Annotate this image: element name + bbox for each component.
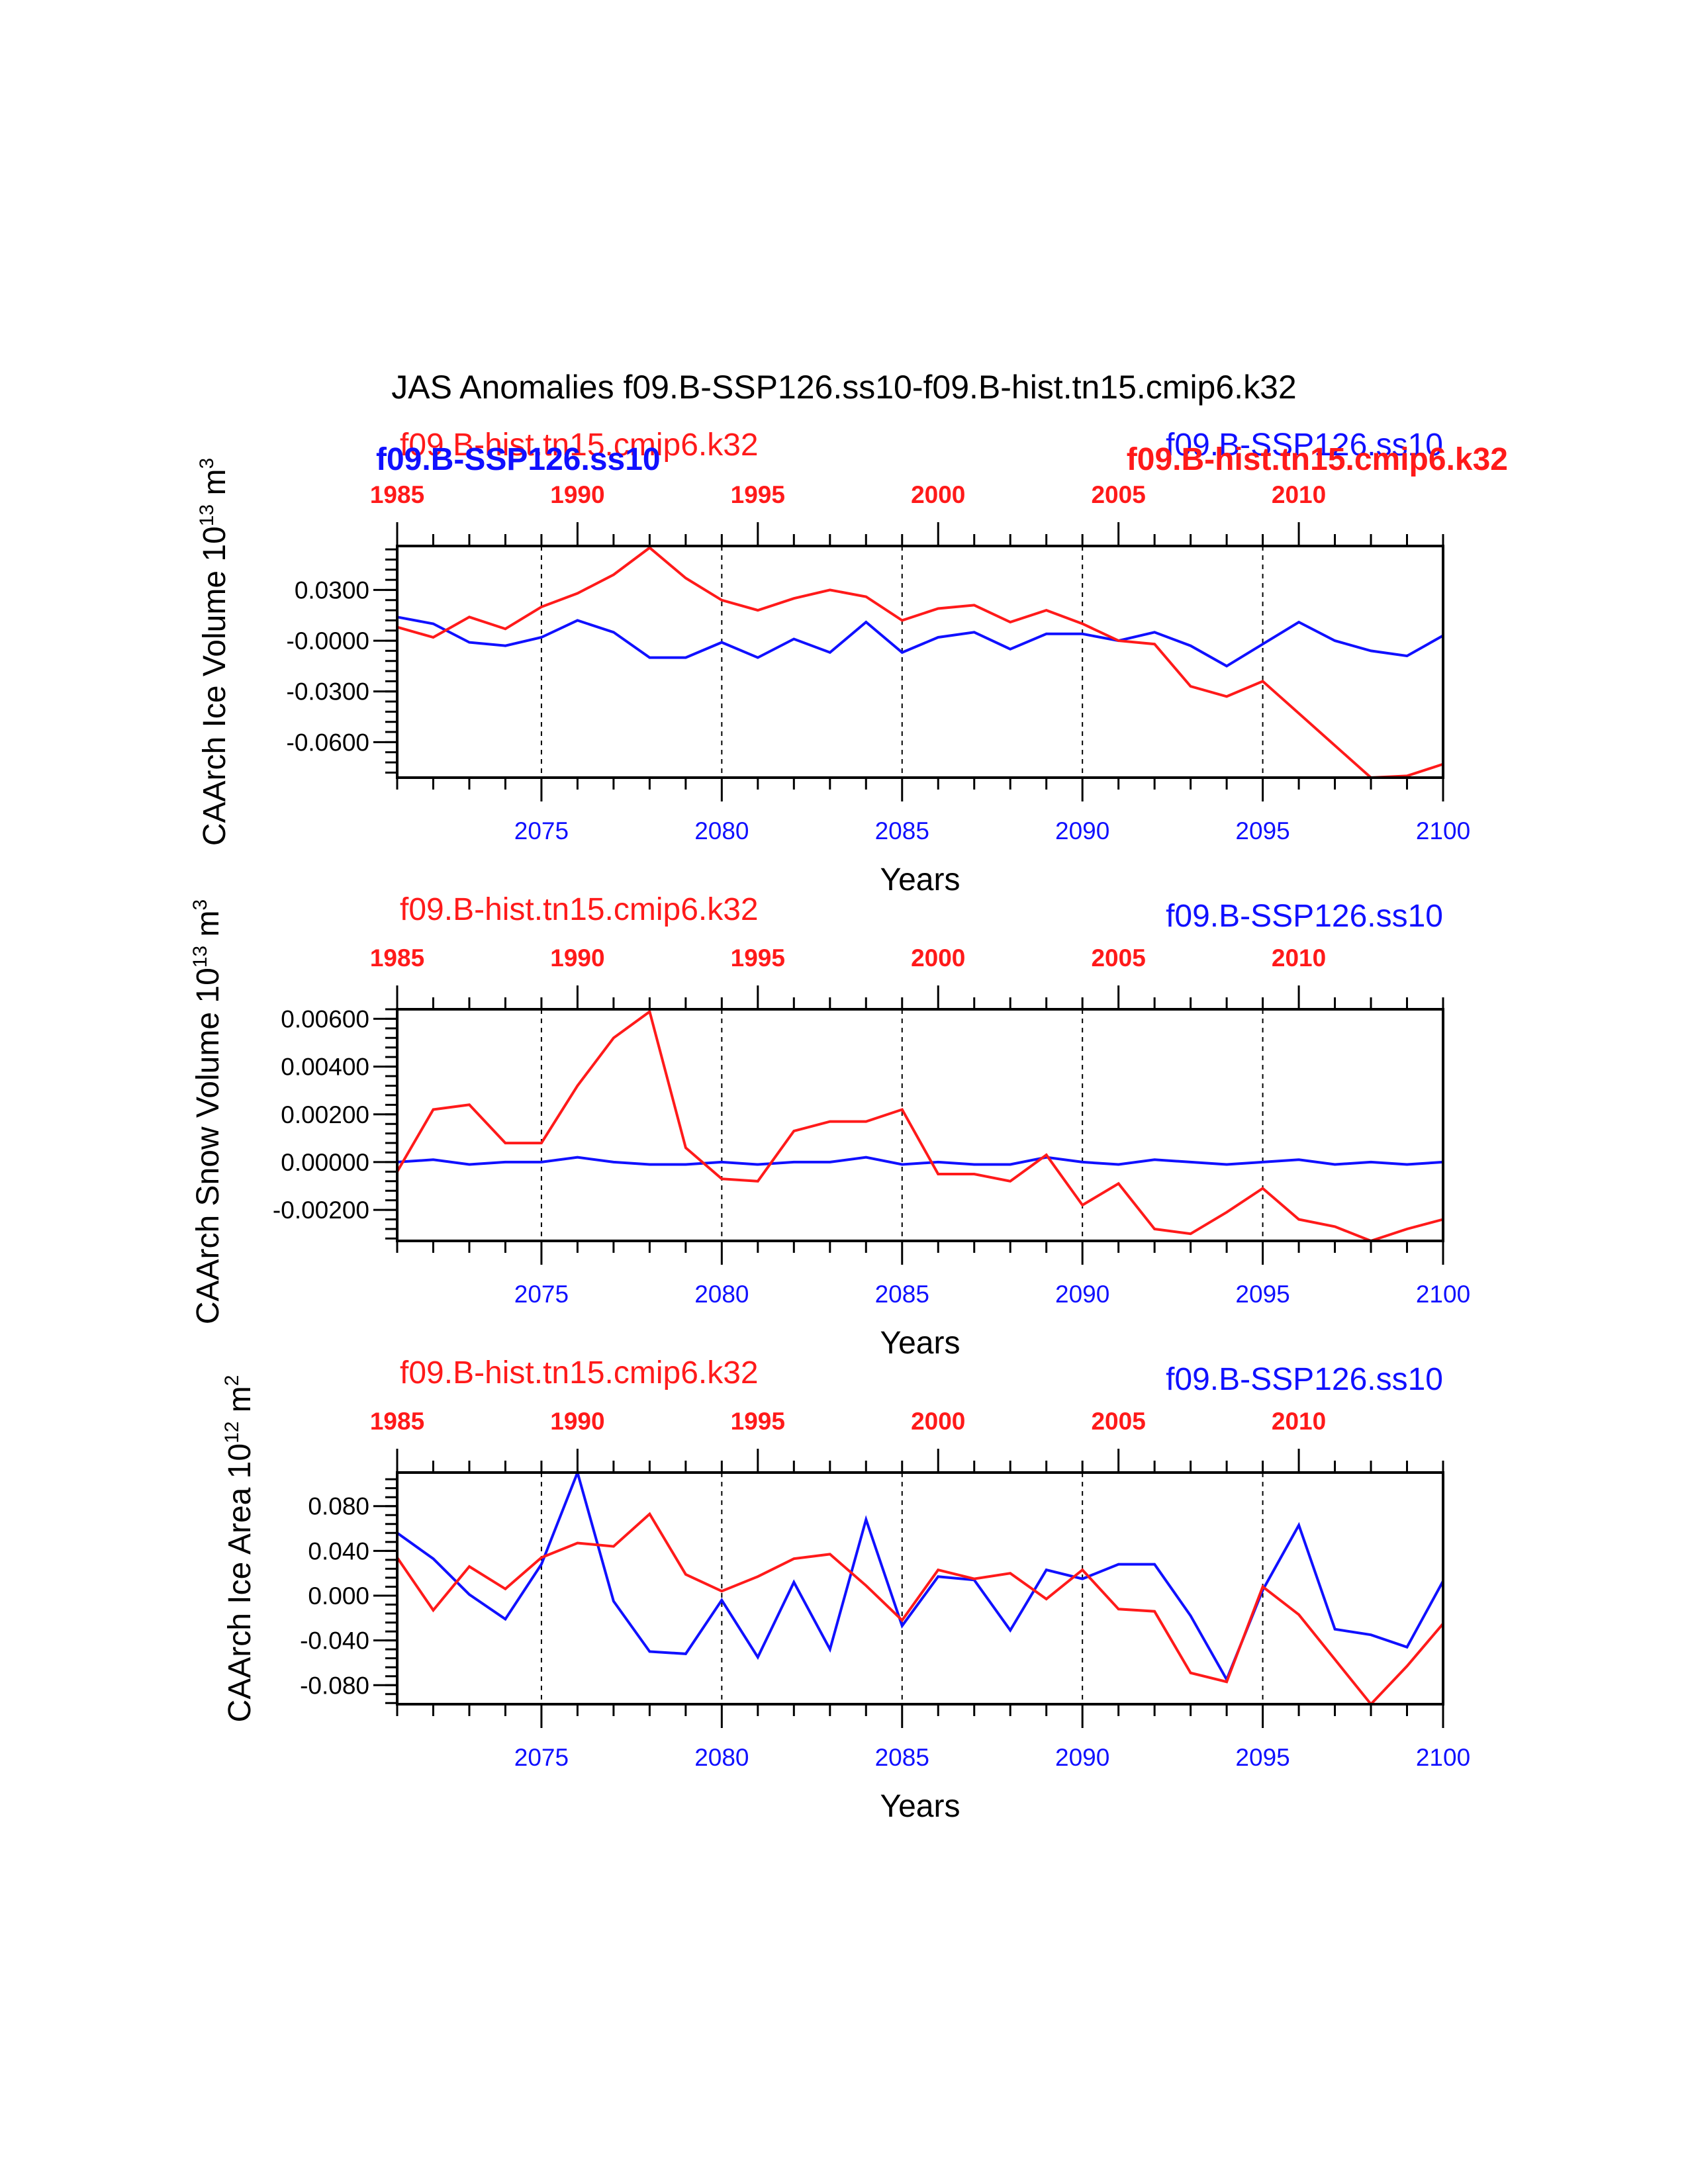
plot-frame bbox=[396, 545, 1444, 779]
y-axis-label: CAArch Ice Volume 1013 m3 bbox=[196, 458, 232, 846]
y-axis-label-unit: m bbox=[222, 1386, 258, 1421]
y-axis-label-exp: 13 bbox=[189, 946, 211, 968]
y-axis-label: CAArch Snow Volume 1013 m3 bbox=[189, 899, 226, 1324]
series-line-hist bbox=[397, 546, 1444, 780]
series-line-ssp bbox=[396, 1468, 1444, 1683]
hist-series-label-bold: f09.B-hist.tn15.cmip6.k32 bbox=[1127, 442, 1508, 477]
x-tick-label: 2075 bbox=[514, 1744, 569, 1771]
top-tick-label: 1995 bbox=[731, 944, 785, 972]
top-tick-label: 1985 bbox=[370, 481, 424, 508]
y-tick-label: 0.00200 bbox=[281, 1101, 369, 1128]
ssp-series-label: f09.B-SSP126.ss10 bbox=[1166, 1362, 1443, 1397]
y-axis-label-unit-exp: 3 bbox=[196, 458, 218, 469]
y-tick-label: -0.0000 bbox=[287, 627, 370, 655]
top-tick-label: 2000 bbox=[911, 1408, 965, 1435]
top-tick-label: 1995 bbox=[731, 481, 785, 508]
hist-series-label: f09.B-hist.tn15.cmip6.k32 bbox=[400, 1355, 759, 1390]
x-tick-label: 2090 bbox=[1055, 1744, 1109, 1771]
x-tick-label: 2080 bbox=[694, 1281, 749, 1308]
x-tick-label: 2075 bbox=[514, 817, 569, 844]
top-tick-label: 1995 bbox=[731, 1408, 785, 1435]
x-tick-label: 2090 bbox=[1055, 1281, 1109, 1308]
panel-snow-volume: CAArch Snow Volume 1013 m3 Years f09.B-h… bbox=[189, 892, 1470, 1361]
plot-frame bbox=[396, 1008, 1444, 1242]
panel-ice-volume: CAArch Ice Volume 1013 m3 Years f09.B-hi… bbox=[196, 428, 1508, 897]
y-axis-label-base: CAArch Snow Volume 10 bbox=[191, 968, 226, 1324]
hist-series-label: f09.B-hist.tn15.cmip6.k32 bbox=[400, 428, 759, 463]
y-axis-label-base: CAArch Ice Volume 10 bbox=[197, 526, 232, 846]
y-axis-label: CAArch Ice Area 1012 m2 bbox=[221, 1375, 258, 1723]
series-line-ssp bbox=[397, 615, 1444, 668]
x-tick-label: 2095 bbox=[1235, 1744, 1289, 1771]
plot-frame bbox=[396, 1471, 1444, 1706]
top-tick-label: 1985 bbox=[370, 1408, 424, 1435]
y-tick-label: -0.00200 bbox=[273, 1197, 369, 1224]
y-tick-label: 0.040 bbox=[308, 1537, 369, 1565]
x-tick-label: 2085 bbox=[875, 1281, 929, 1308]
y-tick-label: 0.080 bbox=[308, 1493, 369, 1520]
top-tick-label: 2010 bbox=[1272, 481, 1326, 508]
y-tick-label: 0.0300 bbox=[295, 576, 369, 604]
ssp-series-label-bold: f09.B-SSP126.ss10 bbox=[376, 442, 661, 477]
top-tick-label: 1990 bbox=[550, 481, 604, 508]
series-line-ssp bbox=[397, 1156, 1444, 1166]
figure-title: JAS Anomalies f09.B-SSP126.ss10-f09.B-hi… bbox=[391, 369, 1296, 406]
top-tick-label: 2005 bbox=[1091, 1408, 1145, 1435]
y-axis-label-exp: 12 bbox=[221, 1422, 243, 1443]
y-axis-label-exp: 13 bbox=[196, 504, 218, 526]
y-tick-label: -0.040 bbox=[300, 1627, 369, 1655]
x-tick-label: 2080 bbox=[694, 817, 749, 844]
x-tick-label: 2080 bbox=[694, 1744, 749, 1771]
x-axis-label: Years bbox=[880, 1326, 961, 1361]
panel-ice-area: CAArch Ice Area 1012 m2 Years f09.B-hist… bbox=[221, 1355, 1470, 1824]
y-tick-label: -0.0600 bbox=[287, 729, 370, 756]
top-tick-label: 1990 bbox=[550, 1408, 604, 1435]
y-tick-label: 0.00600 bbox=[281, 1005, 369, 1032]
x-tick-label: 2095 bbox=[1235, 817, 1289, 844]
y-axis-label-unit: m bbox=[197, 469, 232, 504]
x-axis-label: Years bbox=[880, 862, 961, 897]
series-line-hist bbox=[396, 1512, 1444, 1707]
top-tick-label: 2000 bbox=[911, 481, 965, 508]
y-tick-label: -0.080 bbox=[300, 1672, 369, 1699]
x-tick-label: 2085 bbox=[875, 1744, 929, 1771]
top-tick-label: 2010 bbox=[1272, 1408, 1326, 1435]
top-tick-label: 1985 bbox=[370, 944, 424, 972]
ssp-series-label: f09.B-SSP126.ss10 bbox=[1166, 899, 1443, 934]
series-line-hist bbox=[396, 1009, 1444, 1243]
top-tick-label: 2010 bbox=[1272, 944, 1326, 972]
top-tick-label: 2005 bbox=[1091, 944, 1145, 972]
x-tick-label: 2100 bbox=[1416, 1744, 1470, 1771]
x-axis-label: Years bbox=[880, 1789, 961, 1824]
top-tick-label: 2005 bbox=[1091, 481, 1145, 508]
y-tick-label: 0.00000 bbox=[281, 1149, 369, 1176]
x-tick-label: 2090 bbox=[1055, 817, 1109, 844]
y-axis-label-unit-exp: 2 bbox=[221, 1375, 243, 1387]
hist-series-label: f09.B-hist.tn15.cmip6.k32 bbox=[400, 892, 759, 927]
top-tick-label: 2000 bbox=[911, 944, 965, 972]
y-tick-label: 0.00400 bbox=[281, 1054, 369, 1081]
top-tick-label: 1990 bbox=[550, 944, 604, 972]
y-axis-label-base: CAArch Ice Area 10 bbox=[222, 1443, 258, 1723]
y-axis-label-unit: m bbox=[191, 911, 226, 946]
x-tick-label: 2095 bbox=[1235, 1281, 1289, 1308]
y-tick-label: -0.0300 bbox=[287, 678, 370, 705]
x-tick-label: 2100 bbox=[1416, 1281, 1470, 1308]
x-tick-label: 2075 bbox=[514, 1281, 569, 1308]
y-tick-label: 0.000 bbox=[308, 1582, 369, 1610]
ssp-series-label: f09.B-SSP126.ss10 bbox=[1166, 428, 1443, 463]
y-axis-label-unit-exp: 3 bbox=[189, 899, 211, 911]
x-tick-label: 2085 bbox=[875, 817, 929, 844]
x-tick-label: 2100 bbox=[1416, 817, 1470, 844]
